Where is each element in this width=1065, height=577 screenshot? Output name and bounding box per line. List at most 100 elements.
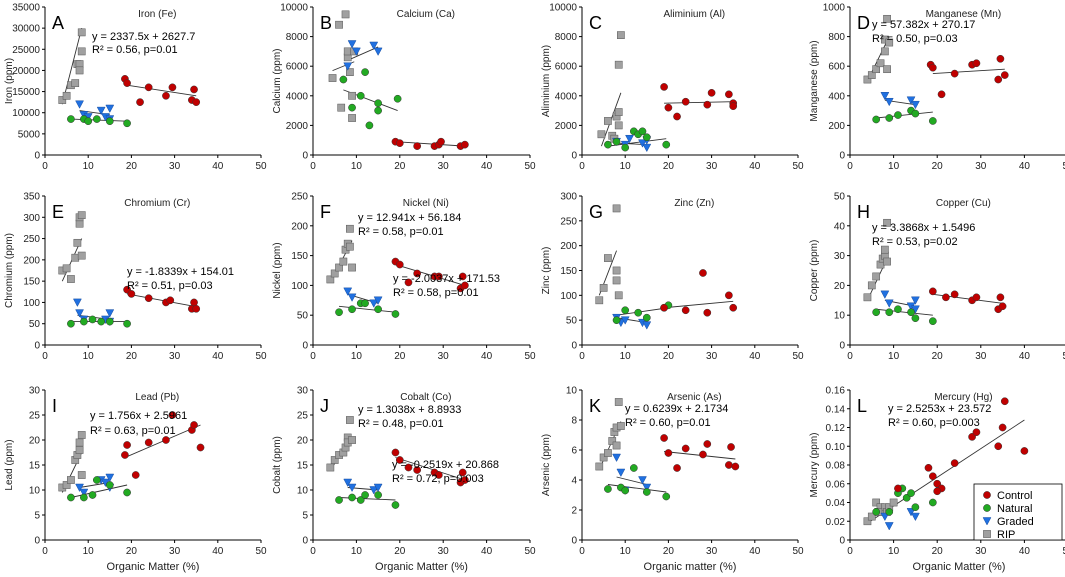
point-control — [144, 294, 153, 303]
fit-line-control — [395, 141, 465, 147]
point-control — [928, 63, 937, 72]
point-control — [168, 83, 177, 92]
point-control — [894, 484, 902, 493]
x-tick-label: 0 — [42, 161, 48, 172]
panel-title: Lead (Pb) — [135, 392, 179, 403]
point-natural — [123, 119, 131, 128]
point-natural — [361, 299, 369, 308]
point-rip — [341, 10, 350, 19]
fit-line-control — [395, 457, 466, 481]
x-tick-label: 0 — [847, 546, 853, 557]
point-natural — [872, 308, 881, 317]
y-tick-label: 15 — [297, 461, 309, 472]
point-rip — [335, 20, 343, 29]
point-graded — [612, 453, 621, 463]
panel-title: Copper (Cu) — [936, 198, 991, 209]
y-axis-title: Lead (ppm) — [4, 439, 15, 490]
y-tick-label: 10 — [297, 486, 309, 497]
point-natural — [374, 491, 382, 499]
point-rip — [872, 65, 881, 74]
x-tick-label: 20 — [394, 546, 406, 557]
point-natural — [604, 485, 612, 493]
point-control — [660, 303, 668, 312]
point-natural — [393, 94, 402, 103]
y-tick-label: 15 — [29, 461, 41, 472]
x-tick-label: 20 — [932, 351, 944, 362]
point-control — [395, 260, 404, 269]
y-axis-title: Arsenic (ppm) — [541, 434, 552, 496]
point-natural — [339, 75, 348, 84]
fit-line-control — [395, 264, 466, 286]
point-rip — [889, 498, 898, 507]
point-rip — [73, 238, 82, 247]
x-axis-title: Organic Matter (%) — [107, 561, 200, 573]
point-natural — [84, 117, 93, 126]
point-rip — [617, 31, 625, 39]
point-rip — [863, 293, 872, 302]
point-natural — [67, 115, 75, 123]
point-graded — [642, 483, 652, 493]
point-graded — [910, 512, 920, 522]
y-tick-label: 100 — [560, 291, 577, 302]
x-tick-label: 30 — [438, 546, 450, 557]
point-graded — [884, 97, 894, 107]
x-tick-label: 40 — [481, 351, 493, 362]
x-tick-label: 40 — [1019, 161, 1031, 172]
panel-title: Mercury (Hg) — [934, 392, 992, 403]
point-natural — [123, 488, 131, 497]
y-tick-label: 8 — [571, 416, 577, 427]
y-tick-label: 4000 — [555, 91, 578, 102]
y-tick-label: 0 — [571, 151, 577, 162]
point-rip — [337, 103, 346, 112]
point-graded — [343, 62, 353, 71]
point-graded — [105, 473, 115, 483]
point-control — [725, 90, 733, 99]
y-tick-label: 200 — [560, 241, 577, 252]
x-tick-label: 50 — [255, 351, 267, 362]
panel-letter: C — [589, 13, 602, 33]
x-tick-label: 40 — [481, 161, 493, 172]
y-tick-label: 25 — [29, 411, 41, 422]
point-rip — [346, 416, 354, 424]
point-rip — [872, 498, 881, 507]
point-graded — [884, 299, 894, 308]
point-control — [435, 272, 443, 281]
point-rip — [867, 71, 876, 79]
y-tick-label: 5 — [34, 511, 40, 522]
x-tick-label: 30 — [975, 161, 987, 172]
point-natural — [348, 305, 356, 314]
x-tick-label: 0 — [310, 161, 316, 172]
y-tick-label: 4 — [571, 476, 577, 487]
point-rip — [867, 281, 876, 290]
point-natural — [67, 493, 75, 502]
point-graded — [638, 476, 647, 485]
point-control — [950, 290, 959, 299]
y-tick-label: 20 — [29, 436, 41, 447]
point-graded — [75, 483, 84, 493]
point-graded — [351, 47, 361, 56]
point-rip — [612, 441, 621, 450]
point-control — [395, 456, 404, 464]
regression-equation: y = -2.0037x + 171.53 — [393, 273, 500, 285]
point-control — [673, 464, 681, 472]
point-natural — [872, 508, 881, 516]
point-rip — [348, 436, 356, 444]
point-graded — [880, 92, 890, 101]
point-rip — [326, 275, 335, 284]
point-control — [681, 306, 690, 315]
point-control — [123, 441, 131, 449]
regression-equation: y = 1.756x + 2.5961 — [90, 410, 187, 422]
point-natural — [80, 317, 88, 326]
y-axis-title: Aliminium (ppm) — [541, 45, 552, 117]
point-control — [725, 291, 733, 300]
point-natural — [335, 496, 343, 504]
point-natural — [88, 491, 97, 499]
x-tick-label: 10 — [351, 351, 363, 362]
y-tick-label: 250 — [23, 234, 40, 245]
point-rip — [614, 291, 623, 300]
point-rip — [326, 463, 335, 472]
point-graded — [343, 287, 353, 296]
point-natural — [391, 501, 400, 509]
y-axis-title: Manganese (ppm) — [809, 40, 820, 121]
y-tick-label: 25 — [297, 411, 309, 422]
